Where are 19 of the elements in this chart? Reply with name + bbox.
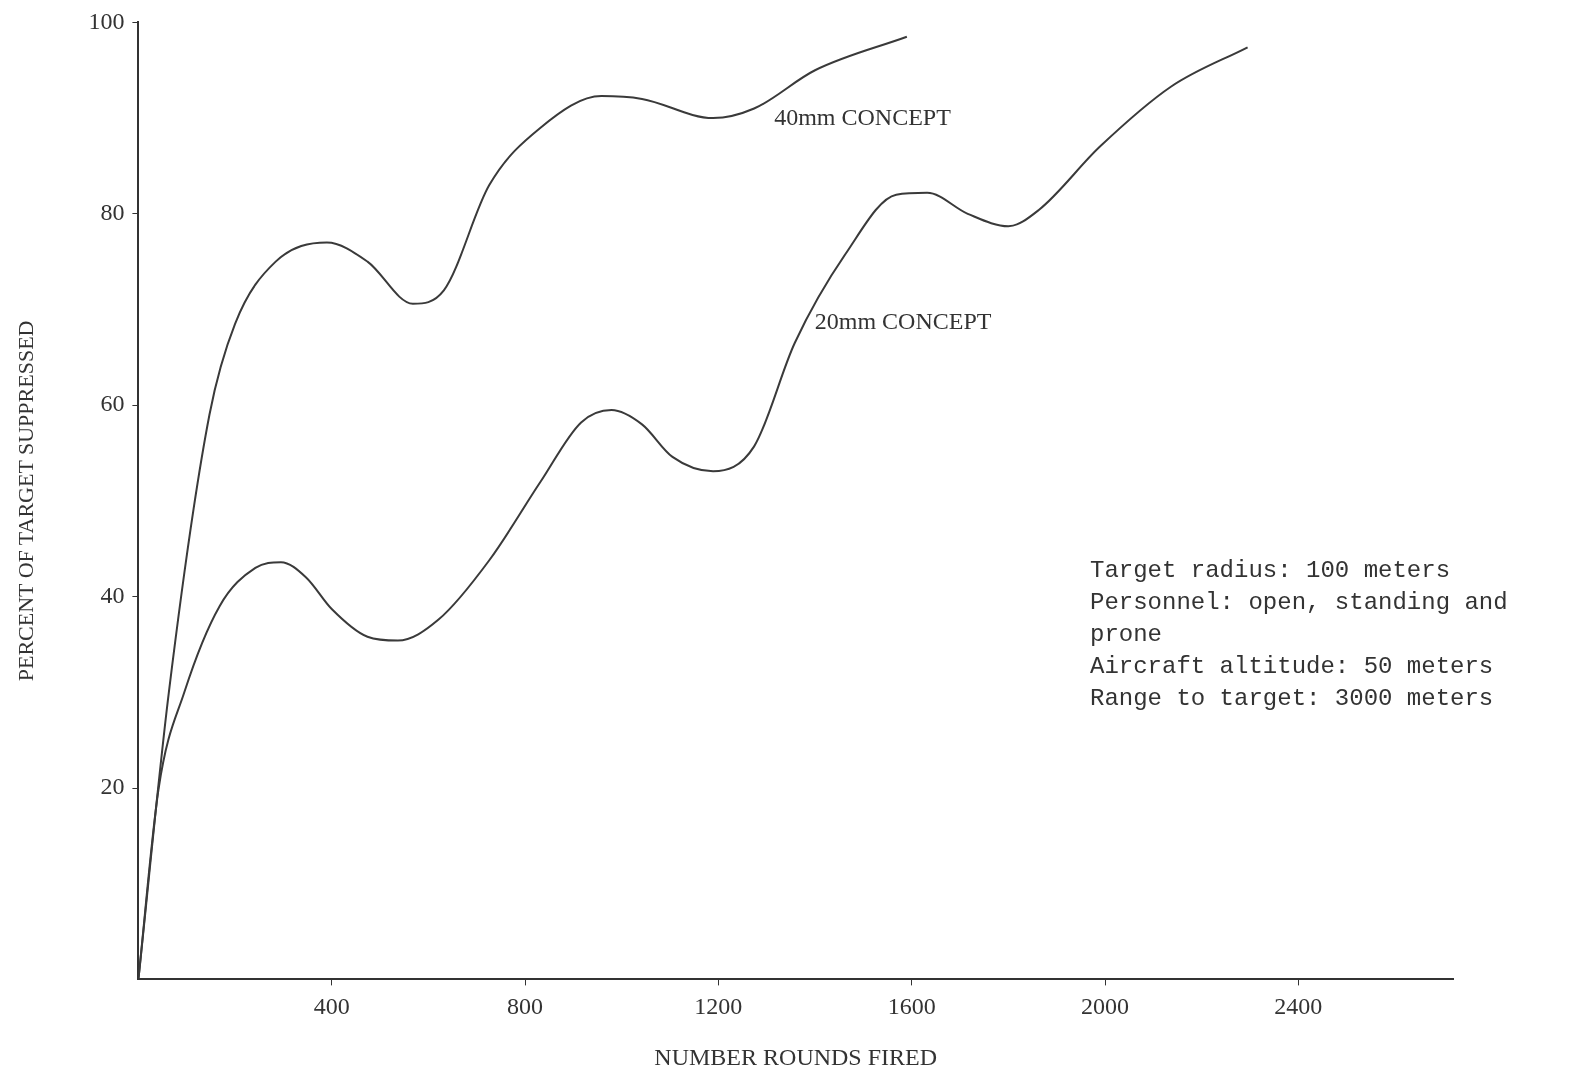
x-tick-label: 400	[313, 993, 350, 1020]
x-axis-title: NUMBER ROUNDS FIRED	[654, 1043, 938, 1070]
series-label: 40mm CONCEPT	[774, 103, 952, 130]
y-tick-label: 40	[100, 581, 125, 608]
series-label: 20mm CONCEPT	[814, 308, 992, 335]
x-tick-label: 1600	[887, 993, 936, 1020]
annotation: Personnel: open, standing and prone	[1090, 588, 1509, 650]
y-tick-label: 80	[100, 199, 125, 226]
y-tick-label: 60	[100, 390, 125, 417]
x-tick-label: 1200	[694, 993, 743, 1020]
x-tick-label: 800	[507, 993, 544, 1020]
x-tick-label: 2000	[1081, 993, 1130, 1020]
y-tick-label: 20	[100, 773, 125, 800]
x-tick-label: 2400	[1274, 993, 1323, 1020]
y-tick-label: 100	[88, 7, 125, 34]
annotation: Range to target: 3000 meters	[1090, 684, 1495, 714]
annotation: Aircraft altitude: 50 meters	[1090, 652, 1495, 682]
annotation: Target radius: 100 meters	[1090, 556, 1452, 586]
y-axis-title: PERCENT OF TARGET SUPPRESSED	[12, 320, 38, 682]
